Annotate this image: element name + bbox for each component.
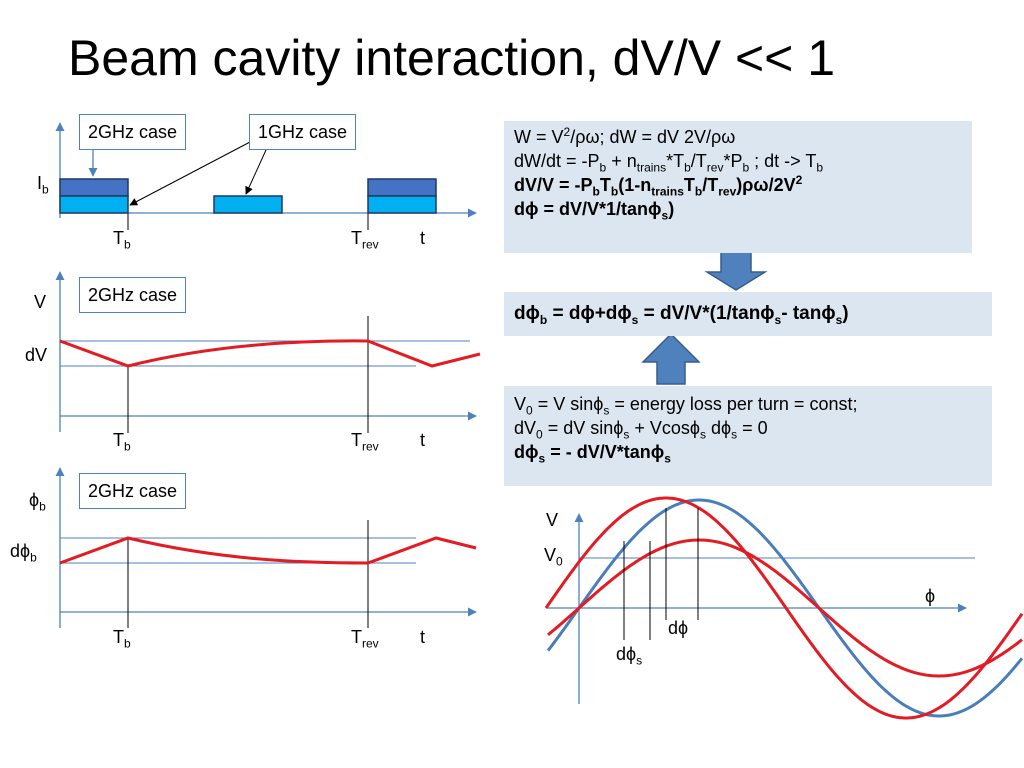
tb-label-3: Tb — [113, 627, 131, 651]
bunch-1ghz-lower — [59, 195, 129, 214]
voltage-panel — [55, 271, 481, 433]
tb-label-1: Tb — [113, 228, 131, 252]
sine-curve-v-plus-dv — [544, 496, 1024, 720]
voltage-curve — [59, 339, 481, 368]
callout-2ghz-top: 2GHz case — [79, 114, 187, 150]
callout-2ghz-voltage: 2GHz case — [79, 277, 187, 313]
tb-label-2: Tb — [113, 430, 131, 454]
bunch-1ghz-middle — [213, 195, 283, 214]
time-label-1: t — [420, 228, 426, 248]
dphib-label: dϕb — [10, 541, 37, 565]
time-label-2: t — [420, 430, 426, 450]
bunch-2ghz-upper — [59, 178, 129, 197]
sine-dphis-label: dϕs — [616, 644, 643, 668]
bunch-1ghz-trev-lower — [367, 195, 437, 214]
ib-label: Ib — [37, 173, 49, 197]
dv-label: dV — [25, 345, 48, 365]
sine-diagram — [544, 496, 1024, 720]
callout-2ghz-phase: 2GHz case — [79, 473, 187, 509]
result-equation: dϕb = dϕ+dϕs = dV/V*(1/tanϕs- tanϕs) — [504, 292, 992, 336]
bunch-2ghz-trev-upper — [367, 178, 437, 197]
sine-dphi-label: dϕ — [668, 618, 689, 638]
sine-curve-v-minus-dv — [547, 538, 1023, 678]
energy-equation-box: W = V2/ρω; dW = dV 2V/ρω dW/dt = -Pb + n… — [504, 121, 972, 253]
sine-phi-label: ϕ — [925, 586, 936, 606]
page-title: Beam cavity interaction, dV/V << 1 — [68, 30, 836, 86]
equation-line-3: dV/V = -PbTb(1-ntrainsTb/Trev)ρω/2V2 — [514, 173, 803, 199]
callout-1ghz-pointer-a — [129, 141, 251, 206]
trev-label-3: Trev — [351, 627, 379, 651]
v-label: V — [34, 292, 47, 312]
phase-line-2: dV0 = dV sinϕs + Vcosϕs dϕs = 0 — [514, 418, 768, 442]
callout-1ghz-top: 1GHz case — [249, 114, 357, 150]
down-block-arrow — [704, 251, 768, 291]
trev-label-1: Trev — [351, 228, 379, 252]
sine-curve-v — [546, 498, 1024, 718]
up-block-arrow — [641, 332, 701, 385]
sine-v0-label: V0 — [544, 545, 563, 569]
equation-line-4: dϕ = dV/V*1/tanϕs) — [514, 199, 675, 223]
callout-1ghz-pointer-b — [245, 149, 267, 195]
phase-curve — [59, 536, 477, 565]
trev-label-2: Trev — [351, 430, 379, 454]
sine-v-label: V — [546, 510, 559, 530]
equation-line-1: W = V2/ρω; dW = dV 2V/ρω — [514, 125, 736, 147]
phase-line-3: dϕs = - dV/V*tanϕs — [514, 442, 671, 466]
phib-label: ϕb — [29, 490, 46, 514]
phase-panel — [55, 467, 477, 628]
synchronous-phase-box: V0 = V sinϕs = energy loss per turn = co… — [504, 386, 992, 486]
phase-line-1: V0 = V sinϕs = energy loss per turn = co… — [514, 394, 858, 418]
current-panel — [55, 122, 477, 230]
time-label-3: t — [420, 627, 426, 647]
equation-line-2: dW/dt = -Pb + ntrains*Tb/Trev*Pb ; dt ->… — [514, 151, 824, 175]
